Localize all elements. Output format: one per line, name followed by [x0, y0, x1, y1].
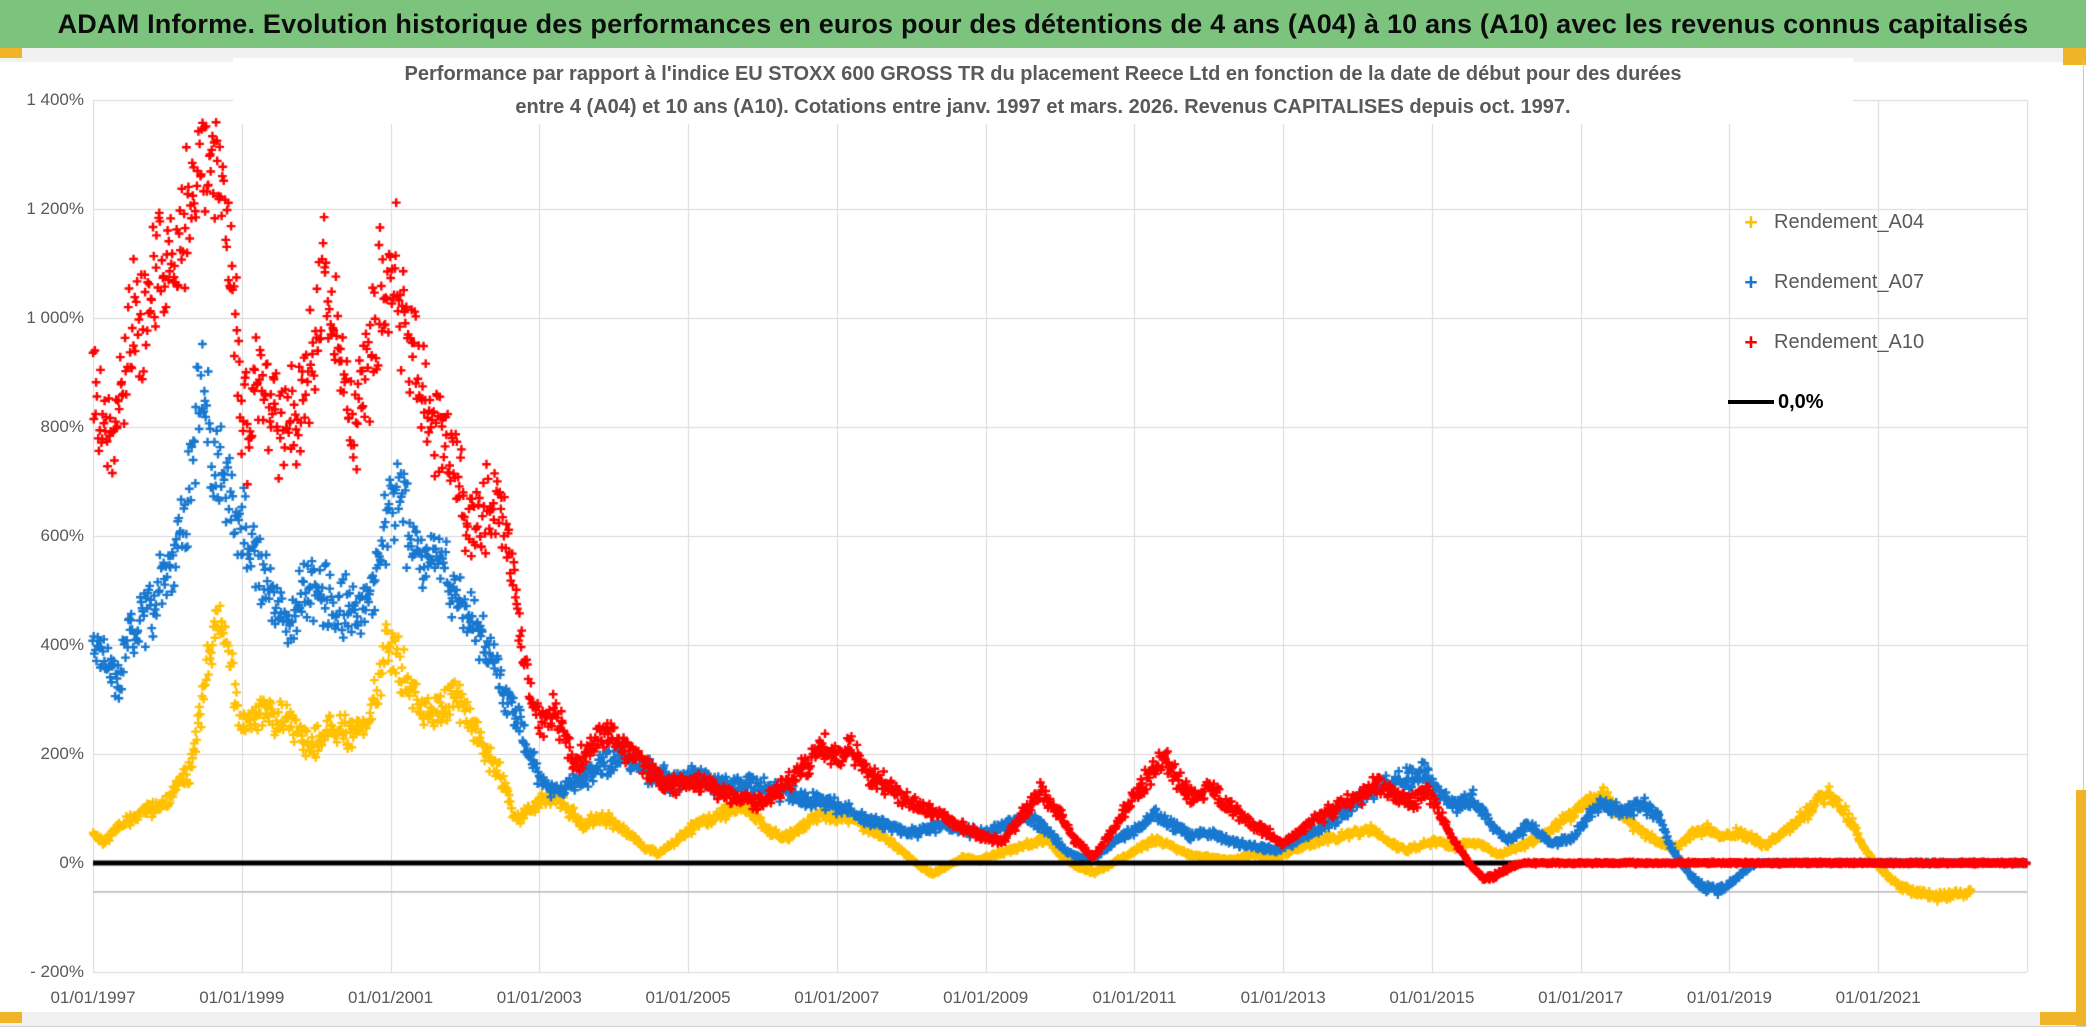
legend-plus-marker-icon: + — [1744, 328, 1758, 355]
legend-label: Rendement_A10 — [1774, 330, 1925, 353]
x-tick-label: 01/01/2013 — [1240, 988, 1326, 1007]
legend-label: Rendement_A07 — [1774, 270, 1925, 293]
legend-plus-marker-icon: + — [1744, 268, 1758, 295]
legend-item: + Rendement_A10 — [1728, 312, 1924, 372]
bottom-strip — [0, 1012, 2086, 1026]
y-tick-label: 800% — [40, 417, 84, 436]
gold-corner-bottom-right — [2040, 1012, 2086, 1025]
legend-plus-marker-icon: + — [1744, 208, 1758, 235]
x-tick-label: 01/01/2007 — [794, 988, 880, 1007]
y-tick-label: 1 200% — [26, 199, 84, 218]
y-tick-label: - 200% — [30, 962, 84, 981]
chart-legend: + Rendement_A04 + Rendement_A07 + Rendement_A… — [1728, 192, 1924, 432]
y-tick-label: 600% — [40, 526, 84, 545]
chart-title: Performance par rapport à l'indice EU ST… — [233, 58, 1853, 124]
gold-strip-right — [2076, 790, 2086, 1026]
y-tick-label: 1 000% — [26, 308, 84, 327]
x-tick-label: 01/01/1999 — [199, 988, 285, 1007]
legend-item: + Rendement_A07 — [1728, 252, 1924, 312]
x-tick-label: 01/01/2019 — [1686, 988, 1772, 1007]
x-tick-label: 01/01/1997 — [50, 988, 136, 1007]
legend-line-marker-icon — [1728, 400, 1774, 404]
x-tick-label: 01/01/2009 — [943, 988, 1029, 1007]
x-tick-label: 01/01/2015 — [1389, 988, 1475, 1007]
gold-corner-bottom-left — [0, 1012, 22, 1023]
y-tick-label: 1 400% — [26, 90, 84, 109]
y-tick-label: 400% — [40, 635, 84, 654]
right-border-line — [2083, 62, 2084, 1026]
x-tick-label: 01/01/2005 — [645, 988, 731, 1007]
chart-title-line2: entre 4 (A04) et 10 ans (A10). Cotations… — [515, 96, 1571, 118]
chart-title-line1: Performance par rapport à l'indice EU ST… — [404, 63, 1682, 85]
x-tick-label: 01/01/2011 — [1092, 988, 1177, 1007]
y-tick-label: 0% — [59, 853, 84, 872]
legend-label: Rendement_A04 — [1774, 210, 1925, 233]
legend-label: 0,0% — [1778, 390, 1824, 413]
legend-item: + Rendement_A04 — [1728, 192, 1924, 252]
x-tick-label: 01/01/2021 — [1835, 988, 1921, 1007]
y-tick-label: 200% — [40, 744, 84, 763]
x-tick-label: 01/01/2017 — [1538, 988, 1624, 1007]
legend-item: 0,0% — [1728, 372, 1924, 432]
x-tick-label: 01/01/2001 — [347, 988, 434, 1007]
bottom-border-line — [0, 1026, 2086, 1027]
x-tick-label: 01/01/2003 — [496, 988, 582, 1007]
